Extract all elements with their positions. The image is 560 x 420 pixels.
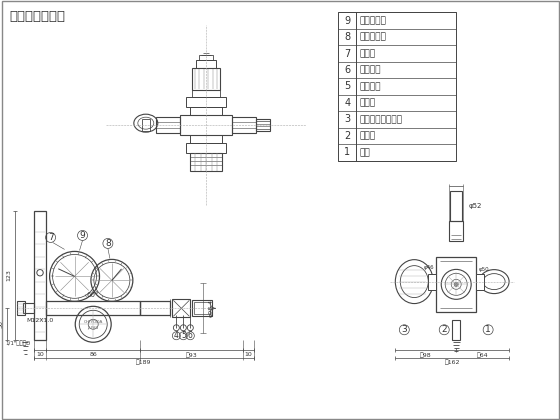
Text: パッキン: パッキン — [360, 66, 381, 74]
Text: 1: 1 — [486, 325, 491, 334]
Text: 8: 8 — [344, 32, 351, 42]
Text: φ98.4: φ98.4 — [209, 299, 214, 318]
Bar — [141, 301, 170, 315]
Bar — [255, 121, 269, 129]
Bar — [436, 257, 476, 312]
Text: 10: 10 — [244, 352, 252, 357]
Text: 7: 7 — [344, 49, 351, 58]
Bar — [255, 119, 269, 131]
Text: 約64: 約64 — [477, 352, 488, 357]
Text: 4: 4 — [344, 98, 351, 108]
Text: 3: 3 — [402, 325, 407, 334]
Bar — [476, 273, 484, 290]
Text: 2: 2 — [441, 325, 447, 334]
Text: JAPAN: JAPAN — [87, 326, 99, 330]
Bar — [428, 273, 436, 290]
Text: 123: 123 — [7, 269, 12, 281]
Text: 5: 5 — [344, 81, 351, 92]
Text: M12X1.0: M12X1.0 — [26, 318, 53, 323]
Bar — [190, 135, 222, 143]
Text: φ52: φ52 — [468, 203, 482, 209]
Bar — [186, 143, 226, 153]
Bar — [190, 107, 222, 115]
Bar — [195, 60, 216, 68]
Bar — [338, 12, 456, 160]
Text: φ50: φ50 — [479, 267, 490, 272]
Text: 高圧圧力計: 高圧圧力計 — [360, 33, 386, 42]
Bar — [232, 117, 255, 133]
Text: CHIYODA: CHIYODA — [83, 320, 103, 324]
Text: 袋ナット: 袋ナット — [360, 82, 381, 91]
Text: 5: 5 — [181, 331, 186, 340]
Text: カバー: カバー — [360, 131, 376, 140]
Text: 本体: 本体 — [360, 148, 370, 157]
Text: 【外観寸法図】: 【外観寸法図】 — [9, 10, 65, 24]
Text: φ46: φ46 — [423, 265, 434, 270]
Text: 2: 2 — [344, 131, 351, 141]
Text: 10: 10 — [36, 352, 44, 357]
Bar — [192, 300, 212, 316]
Bar — [46, 301, 141, 315]
Bar — [449, 221, 463, 241]
Bar — [192, 68, 220, 90]
Bar — [180, 115, 232, 135]
Text: 60°: 60° — [87, 292, 100, 298]
Text: 流量計: 流量計 — [360, 49, 376, 58]
Text: 約162: 約162 — [445, 360, 460, 365]
Text: 1: 1 — [344, 147, 351, 158]
Text: 7: 7 — [48, 233, 53, 242]
Bar — [17, 301, 25, 315]
Text: 約189: 約189 — [136, 360, 152, 365]
Bar — [452, 320, 460, 340]
Text: 4: 4 — [174, 331, 179, 340]
Bar — [23, 303, 34, 313]
Text: 9: 9 — [344, 16, 351, 26]
Text: 1/1"ホースD: 1/1"ホースD — [6, 340, 31, 346]
Circle shape — [455, 284, 457, 285]
Text: 6: 6 — [344, 65, 351, 75]
Text: 足ネジ: 足ネジ — [360, 98, 376, 108]
Text: 約93: 約93 — [185, 352, 197, 357]
Text: 9: 9 — [80, 231, 86, 240]
Text: 押シネジハンドル: 押シネジハンドル — [360, 115, 403, 124]
Bar — [172, 299, 190, 317]
Bar — [156, 117, 180, 133]
Text: 3: 3 — [344, 114, 351, 124]
Bar — [192, 90, 220, 97]
Text: 30: 30 — [0, 320, 3, 328]
Text: 86: 86 — [90, 352, 97, 357]
Bar — [186, 97, 226, 107]
Bar — [199, 55, 213, 60]
Bar — [194, 302, 211, 314]
Text: 約98: 約98 — [420, 352, 432, 357]
Bar — [34, 211, 46, 340]
Bar — [190, 153, 222, 171]
Text: 低圧圧力計: 低圧圧力計 — [360, 16, 386, 25]
Text: 8: 8 — [105, 239, 111, 248]
Bar — [142, 119, 150, 131]
Bar — [450, 191, 462, 221]
Text: 6: 6 — [188, 331, 193, 340]
